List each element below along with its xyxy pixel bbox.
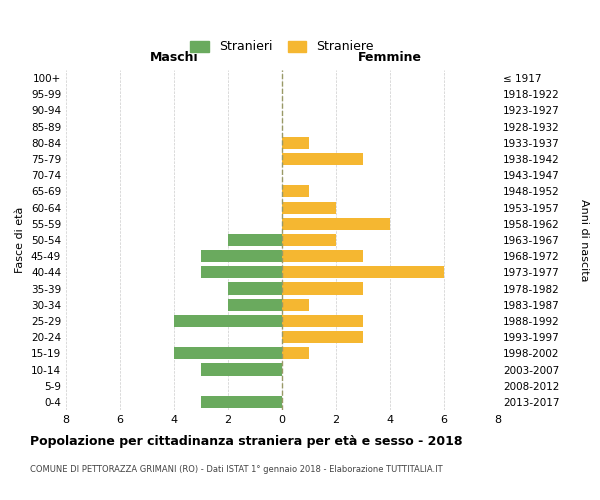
- Bar: [282, 153, 363, 165]
- Text: COMUNE DI PETTORAZZA GRIMANI (RO) - Dati ISTAT 1° gennaio 2018 - Elaborazione TU: COMUNE DI PETTORAZZA GRIMANI (RO) - Dati…: [30, 465, 443, 474]
- Bar: [282, 266, 444, 278]
- Bar: [228, 298, 282, 311]
- Bar: [174, 315, 282, 327]
- Bar: [282, 218, 390, 230]
- Bar: [228, 282, 282, 294]
- Bar: [282, 234, 336, 246]
- Bar: [282, 186, 309, 198]
- Bar: [282, 348, 309, 360]
- Text: Maschi: Maschi: [149, 50, 199, 64]
- Bar: [282, 250, 363, 262]
- Legend: Stranieri, Straniere: Stranieri, Straniere: [185, 36, 379, 59]
- Bar: [282, 202, 336, 213]
- Bar: [282, 331, 363, 343]
- Bar: [282, 137, 309, 149]
- Y-axis label: Anni di nascita: Anni di nascita: [579, 198, 589, 281]
- Bar: [201, 364, 282, 376]
- Bar: [228, 234, 282, 246]
- Bar: [174, 348, 282, 360]
- Y-axis label: Fasce di età: Fasce di età: [16, 207, 25, 273]
- Bar: [201, 396, 282, 408]
- Text: Femmine: Femmine: [358, 50, 422, 64]
- Bar: [282, 298, 309, 311]
- Bar: [282, 282, 363, 294]
- Bar: [201, 250, 282, 262]
- Text: Popolazione per cittadinanza straniera per età e sesso - 2018: Popolazione per cittadinanza straniera p…: [30, 435, 463, 448]
- Bar: [201, 266, 282, 278]
- Bar: [282, 315, 363, 327]
